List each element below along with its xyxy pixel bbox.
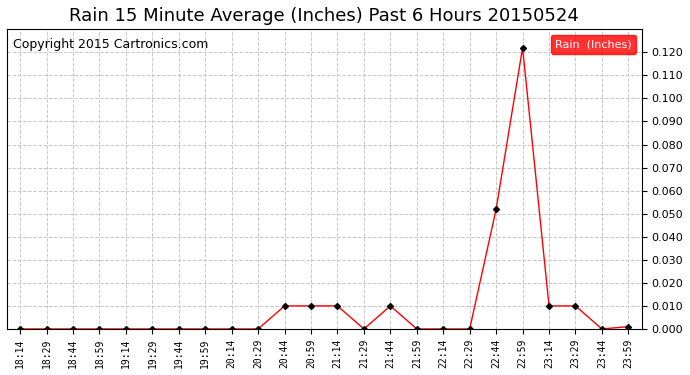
Title: Rain 15 Minute Average (Inches) Past 6 Hours 20150524: Rain 15 Minute Average (Inches) Past 6 H… [69,7,579,25]
Text: Copyright 2015 Cartronics.com: Copyright 2015 Cartronics.com [13,38,208,51]
Legend: Rain  (Inches): Rain (Inches) [551,35,636,54]
